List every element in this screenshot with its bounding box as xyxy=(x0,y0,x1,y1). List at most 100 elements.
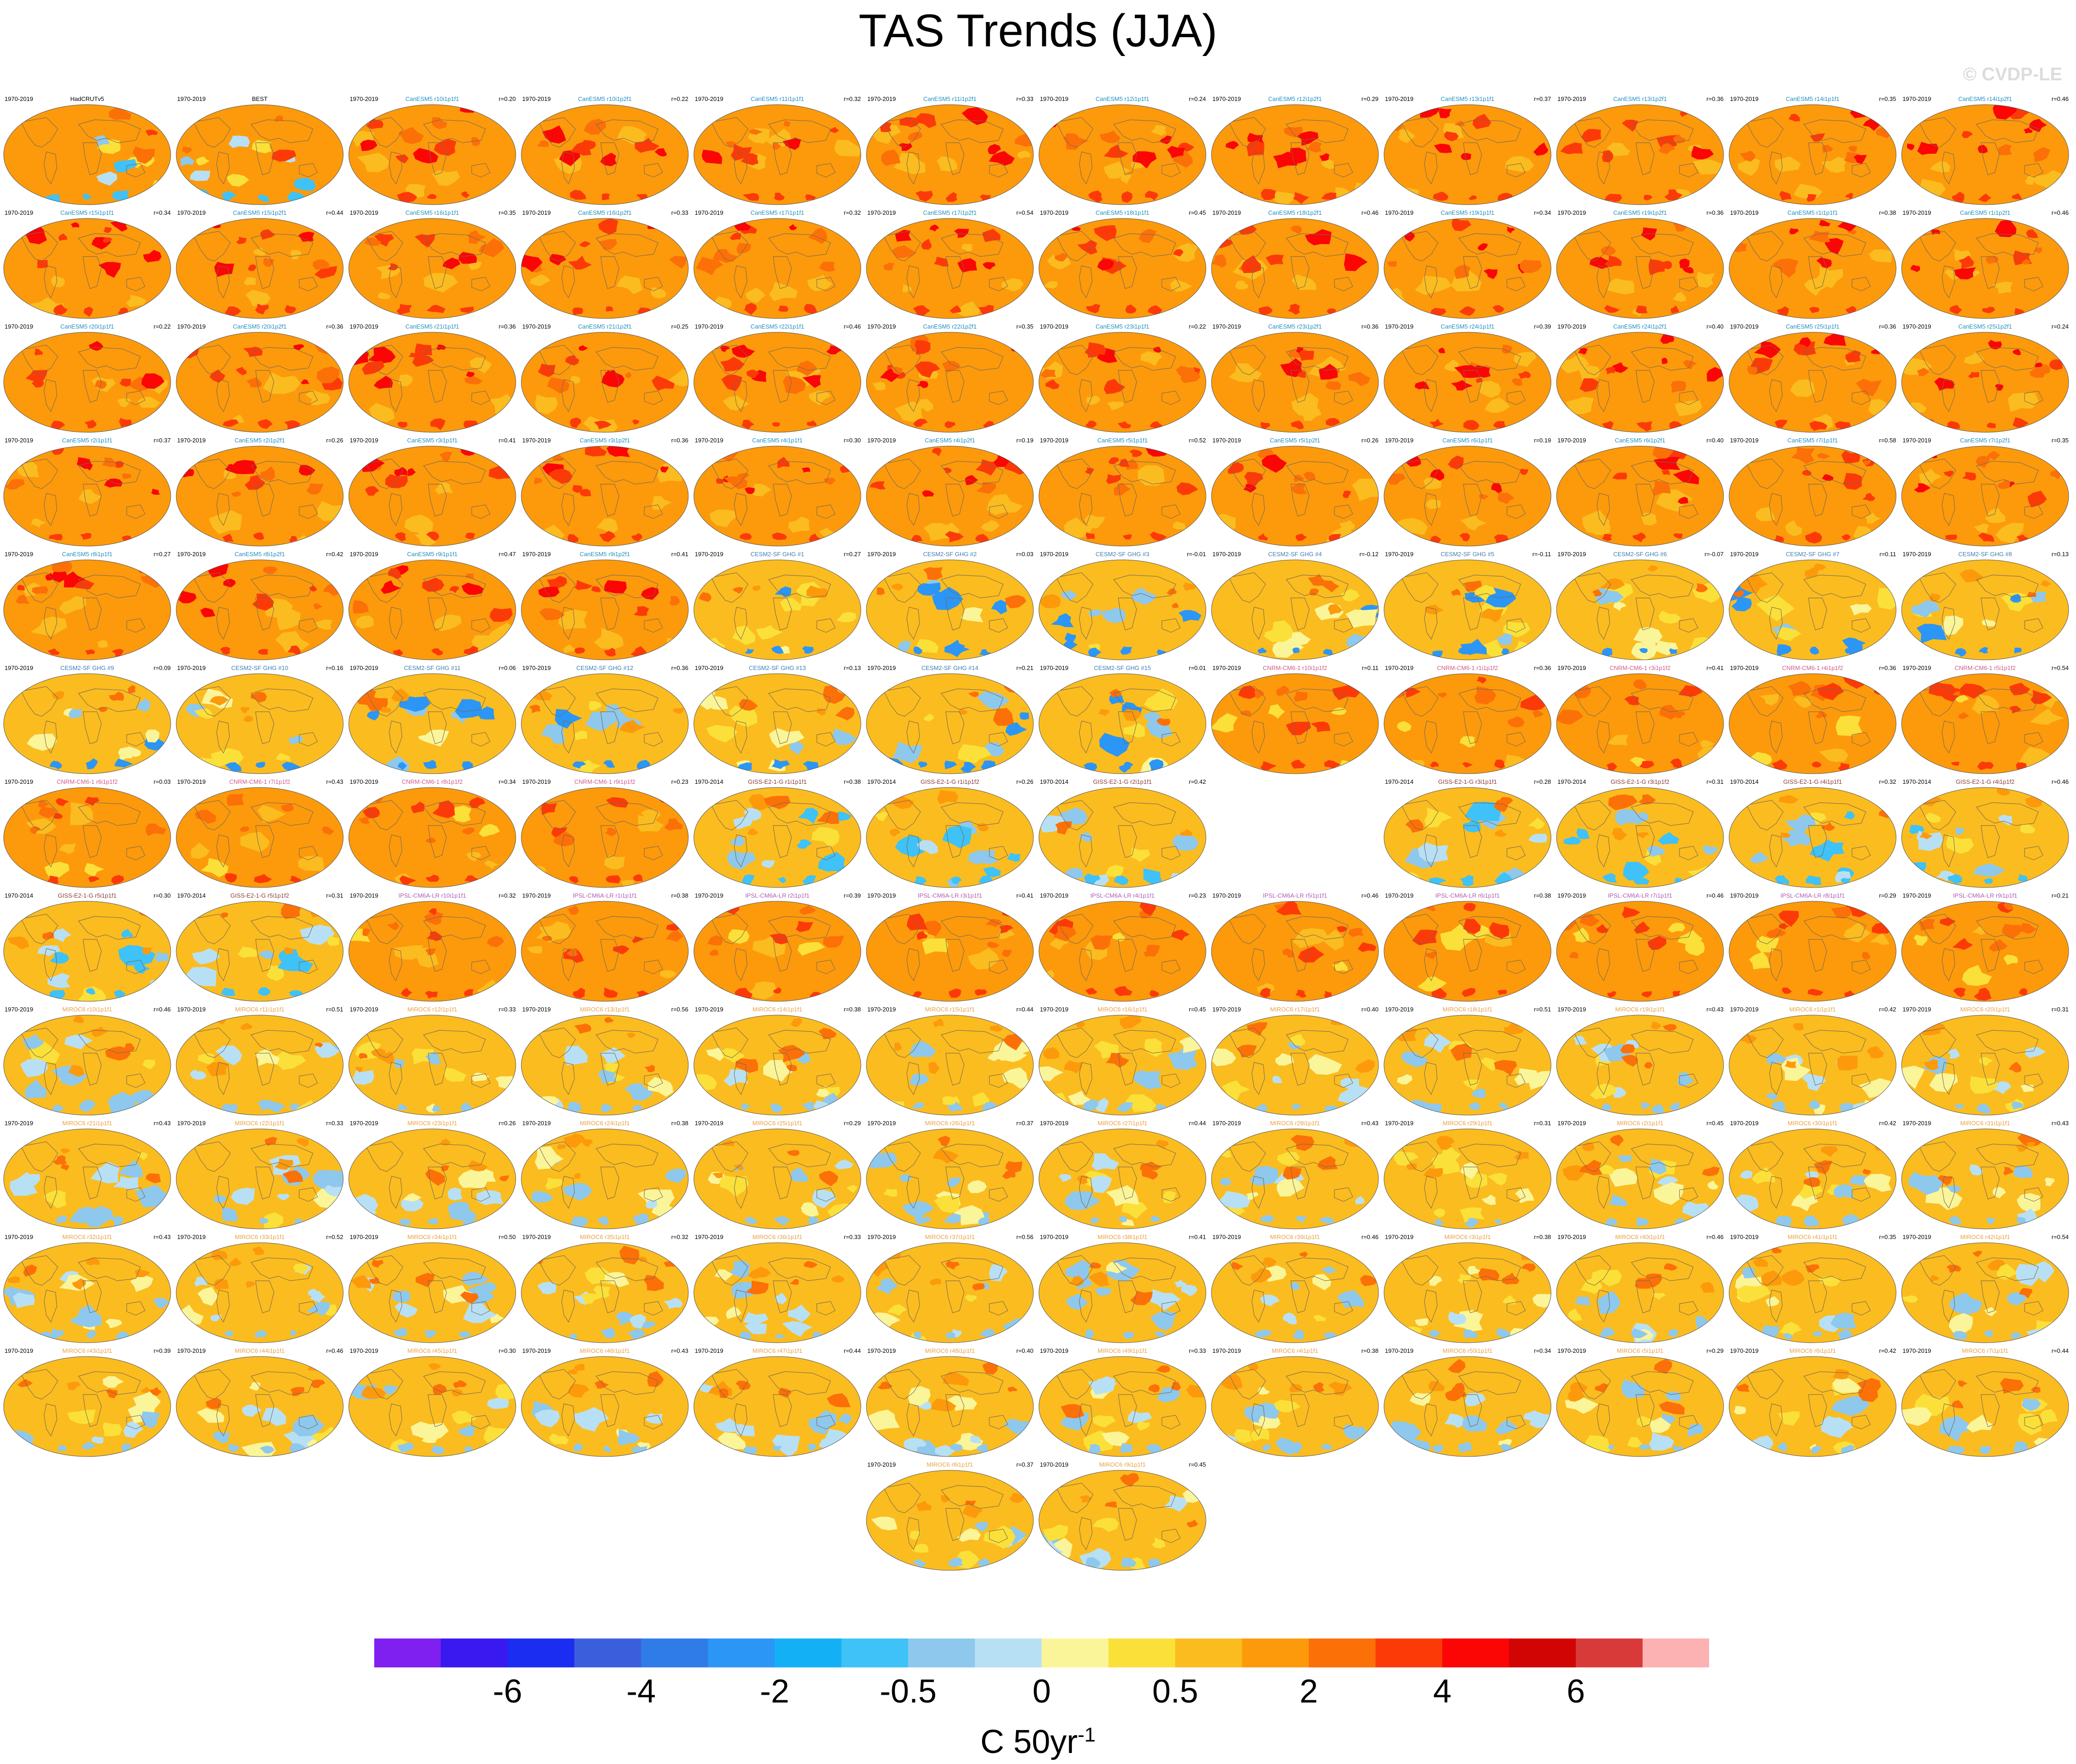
southern-ocean-anomaly xyxy=(190,1331,203,1341)
panel-years: 1970-2019 xyxy=(1903,437,1931,444)
continent-outline xyxy=(1574,686,1611,717)
trend-field xyxy=(521,1243,688,1343)
cool-anomaly xyxy=(960,762,976,772)
panel-correlation: r=0.44 xyxy=(326,209,343,216)
warm-anomaly xyxy=(1296,131,1319,146)
trend-map xyxy=(1384,673,1551,774)
southern-ocean-anomaly xyxy=(84,307,93,317)
panel-correlation: r=0.38 xyxy=(1534,1234,1551,1240)
panel-correlation: r=0.44 xyxy=(843,1347,861,1354)
cool-anomaly xyxy=(1479,380,1501,398)
trend-map xyxy=(348,1356,516,1457)
trend-field xyxy=(1729,332,1896,432)
southern-ocean-anomaly xyxy=(1011,1446,1023,1454)
trend-background xyxy=(176,674,343,774)
panel-correlation: r=0.33 xyxy=(326,1120,343,1127)
southern-ocean-anomaly xyxy=(1497,989,1507,995)
warm-anomaly xyxy=(73,1016,84,1023)
trend-map xyxy=(348,559,516,660)
continent-outline xyxy=(78,916,141,940)
southern-ocean-anomaly xyxy=(604,648,616,657)
warm-anomaly xyxy=(1180,829,1193,836)
panel-years: 1970-2019 xyxy=(695,1006,724,1013)
southern-ocean-anomaly xyxy=(878,1441,893,1451)
warm-anomaly xyxy=(25,370,48,385)
warm-anomaly xyxy=(260,229,275,240)
trend-map xyxy=(1038,1015,1206,1116)
warm-anomaly xyxy=(313,259,329,270)
trend-field xyxy=(521,674,688,774)
continent-outline xyxy=(1808,256,1827,289)
southern-ocean-anomaly xyxy=(1808,988,1824,996)
panel-correlation: r=0.39 xyxy=(153,1347,171,1354)
continent-outline xyxy=(1113,802,1176,826)
cool-anomaly xyxy=(872,382,886,391)
panel-correlation: r=0.37 xyxy=(153,437,171,444)
map-border xyxy=(1556,446,1724,547)
trend-field xyxy=(694,901,861,1001)
warm-anomaly xyxy=(462,827,475,835)
cool-anomaly xyxy=(1332,961,1348,972)
trend-field xyxy=(1729,787,1896,888)
trend-field xyxy=(1384,1356,1551,1457)
panel-years: 1970-2019 xyxy=(1212,209,1241,216)
cool-anomaly xyxy=(1567,763,1587,774)
panel-title: CanESM5 r5i1p1f1 xyxy=(1097,437,1148,444)
coastlines xyxy=(193,572,318,640)
continent-outline xyxy=(44,151,57,185)
cool-anomaly xyxy=(534,189,545,198)
coastlines xyxy=(1056,231,1181,299)
continent-outline xyxy=(711,1027,748,1058)
warm-anomaly xyxy=(141,373,165,389)
southern-ocean-anomaly xyxy=(1536,308,1543,313)
cool-anomaly xyxy=(423,729,449,747)
trend-map xyxy=(1384,1242,1551,1343)
southern-ocean-anomaly xyxy=(1226,1102,1242,1111)
warm-anomaly xyxy=(1799,337,1811,347)
warm-anomaly xyxy=(1241,255,1261,274)
panel-correlation: r=0.09 xyxy=(153,664,171,671)
southern-ocean-anomaly xyxy=(837,876,846,884)
trend-field xyxy=(1557,1243,1724,1343)
southern-ocean-anomaly xyxy=(491,1214,503,1223)
cool-anomaly xyxy=(1911,600,1941,618)
cool-anomaly xyxy=(746,288,766,303)
panel-years: 1970-2019 xyxy=(1557,551,1586,558)
panel-title: MIROC6 r42i1p1f1 xyxy=(1960,1234,2010,1240)
map-panel: 1970-2019 CanESM5 r15i1p2f1 r=0.44 xyxy=(173,209,346,324)
continent-outline xyxy=(538,458,576,489)
warm-anomaly xyxy=(712,249,737,263)
trend-map xyxy=(1901,218,2069,319)
warm-anomaly xyxy=(633,606,649,616)
continent-outline xyxy=(1161,277,1181,291)
continent-outline xyxy=(1852,163,1871,178)
continent-outline xyxy=(44,720,57,754)
cool-anomaly xyxy=(1043,281,1058,289)
trend-field xyxy=(1902,1015,2069,1115)
panel-years: 1970-2019 xyxy=(350,323,379,330)
panel-years: 1970-2019 xyxy=(5,1006,33,1013)
panel-correlation: r=0.26 xyxy=(1361,437,1378,444)
warm-anomaly xyxy=(957,258,977,273)
trend-field xyxy=(1211,901,1378,1001)
cool-anomaly xyxy=(125,746,141,757)
trend-map xyxy=(348,787,516,888)
southern-ocean-anomaly xyxy=(712,195,726,202)
map-panel-grid: 1970-2019 HadCRUTv5 1970-2019 BEST 1970-2019… xyxy=(3,95,2069,1571)
cool-anomaly xyxy=(1417,976,1447,992)
cool-anomaly xyxy=(453,805,472,823)
cool-anomaly xyxy=(1101,608,1126,623)
panel-correlation: r=0.46 xyxy=(153,1006,171,1013)
cool-anomaly xyxy=(70,802,94,825)
warm-anomaly xyxy=(1498,797,1513,805)
cool-anomaly xyxy=(946,879,959,887)
warm-anomaly xyxy=(1426,951,1437,960)
continent-outline xyxy=(945,484,965,517)
panel-years: 1970-2019 xyxy=(522,209,551,216)
panel-title: GISS-E2-1-G r4i1p1f2 xyxy=(1956,778,2015,785)
panel-correlation: r=0.45 xyxy=(1189,209,1206,216)
panel-title: MIROC6 r47i1p1f1 xyxy=(752,1347,803,1354)
warm-anomaly xyxy=(1679,258,1690,269)
southern-ocean-anomaly xyxy=(1396,1332,1410,1341)
warm-anomaly xyxy=(32,586,48,594)
